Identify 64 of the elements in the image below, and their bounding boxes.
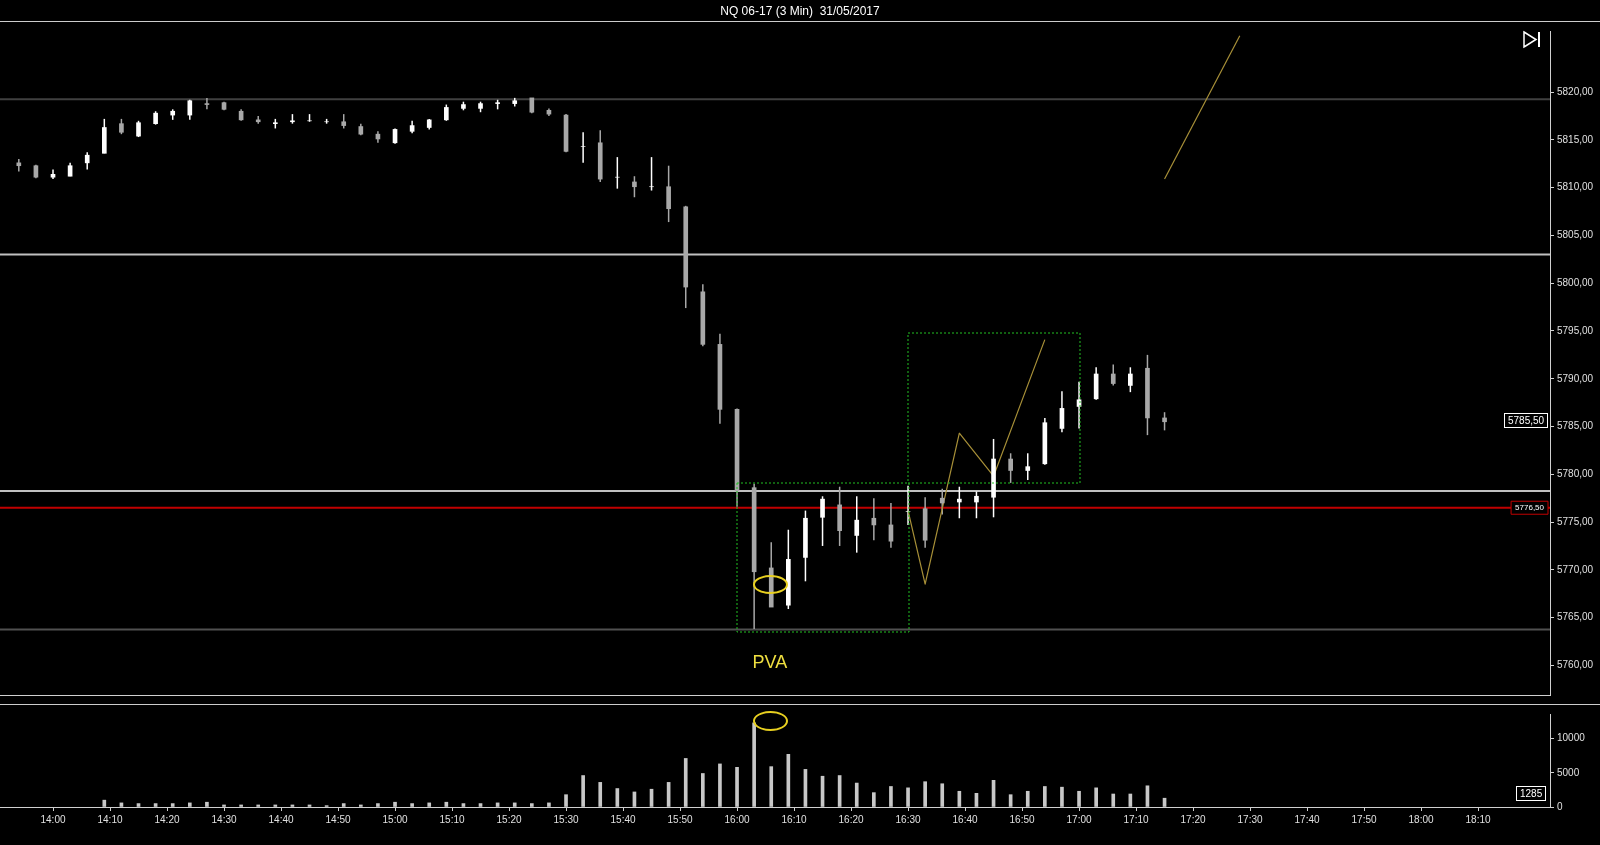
x-tick-label: 17:10 <box>1123 813 1149 825</box>
x-tick-label: 18:00 <box>1408 813 1435 825</box>
chart-title: NQ 06-17 (3 Min) 31/05/2017 <box>0 0 1600 22</box>
x-tick-label: 15:30 <box>553 813 579 825</box>
x-tick-label: 16:20 <box>838 813 864 825</box>
x-tick-label: 15:50 <box>667 813 693 825</box>
candlestick <box>1008 452 1013 484</box>
annotation: PVA <box>752 651 788 673</box>
x-tick-label: 16:50 <box>1009 813 1035 825</box>
x-tick-label: 17:20 <box>1180 813 1206 825</box>
y-tick-label: 5815,00 <box>1557 133 1594 145</box>
x-tick-label: 16:10 <box>781 813 807 825</box>
candlestick <box>974 490 979 519</box>
y-tick-label: 5775,00 <box>1557 515 1594 527</box>
x-tick-label: 15:10 <box>439 813 465 825</box>
y-tick-label: 0 <box>1557 800 1563 812</box>
x-tick-label: 15:00 <box>382 813 408 825</box>
y-tick-label: 5805,00 <box>1557 229 1594 241</box>
candlestick <box>1162 411 1167 432</box>
y-tick-label: 5790,00 <box>1557 372 1594 384</box>
candlestick <box>580 131 586 164</box>
candlestick <box>957 485 962 519</box>
x-tick-label: 14:10 <box>97 813 123 825</box>
x-tick-label: 14:20 <box>154 813 180 825</box>
y-tick-label: 5785,00 <box>1557 420 1594 432</box>
candlestick <box>854 495 860 554</box>
candlestick <box>820 495 825 547</box>
candlestick <box>1025 452 1031 481</box>
x-tick-label: 15:40 <box>610 813 636 825</box>
candlestick <box>16 158 22 173</box>
candlestick <box>1110 363 1116 387</box>
x-tick-label: 16:00 <box>724 813 750 825</box>
candlestick <box>1128 366 1133 393</box>
y-tick-label: 5810,00 <box>1557 181 1594 193</box>
y-tick-label: 5780,00 <box>1557 468 1594 480</box>
annotation: 5785,50 <box>1504 412 1549 428</box>
y-tick-label: 5770,00 <box>1557 563 1594 575</box>
x-tick-label: 14:40 <box>268 813 294 825</box>
y-tick-label: 5000 <box>1557 766 1580 778</box>
y-tick-label: 5760,00 <box>1557 659 1594 671</box>
candlestick <box>204 97 210 111</box>
x-tick-label: 16:30 <box>895 813 921 825</box>
y-tick-label: 5820,00 <box>1557 85 1594 97</box>
x-tick-label: 15:20 <box>496 813 522 825</box>
y-tick-label: 5800,00 <box>1557 276 1594 288</box>
x-tick-label: 18:10 <box>1465 813 1492 825</box>
x-tick-label: 14:30 <box>211 813 237 825</box>
y-tick-label: 5795,00 <box>1557 324 1594 336</box>
x-tick-label: 17:40 <box>1294 813 1321 825</box>
x-tick-label: 17:00 <box>1066 813 1092 825</box>
candlestick <box>649 156 654 192</box>
y-tick-label: 10000 <box>1557 732 1586 744</box>
candlestick <box>666 164 671 223</box>
x-tick-label: 16:40 <box>952 813 978 825</box>
x-tick-label: 14:50 <box>325 813 351 825</box>
candlestick <box>615 156 620 190</box>
candlestick <box>632 175 637 198</box>
x-tick-label: 17:50 <box>1351 813 1378 825</box>
x-tick-label: 14:00 <box>40 813 66 825</box>
candlestick <box>939 487 945 516</box>
annotation: 1285 <box>1516 785 1547 801</box>
ref-line-label: 5776,50 <box>1515 502 1545 512</box>
y-tick-label: 5765,00 <box>1557 611 1594 623</box>
x-tick-label: 17:30 <box>1237 813 1263 825</box>
